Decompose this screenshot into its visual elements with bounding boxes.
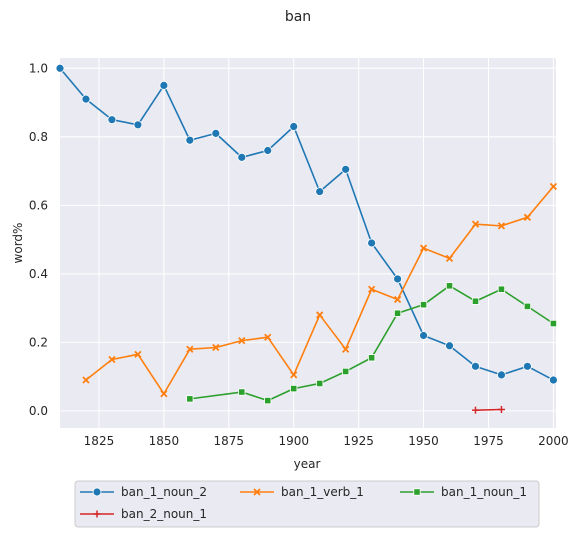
y-tick-label: 1.0 [29, 61, 48, 75]
data-point-ban_1_noun_2 [237, 152, 247, 162]
data-point-ban_1_verb_1 [445, 254, 454, 263]
data-point-ban_1_verb_1 [108, 355, 116, 364]
data-point-ban_1_noun_2 [419, 331, 428, 340]
y-tick-label: 0.2 [29, 335, 48, 349]
y-tick-label: 0.4 [29, 267, 48, 281]
data-point-ban_1_noun_1 [264, 396, 272, 405]
data-point-ban_1_noun_2 [367, 238, 377, 248]
data-point-ban_1_noun_1 [290, 385, 298, 393]
y-tick-label: 0.6 [29, 198, 48, 212]
legend-label: ban_1_verb_1 [281, 485, 364, 499]
data-point-ban_1_verb_1 [82, 376, 90, 384]
x-tick-label: 2000 [538, 434, 569, 448]
data-point-ban_1_noun_1 [342, 367, 350, 376]
series-line-ban_2_noun_1 [475, 408, 502, 411]
legend-marker-ban_2_noun_1 [93, 510, 101, 518]
data-point-ban_1_noun_2 [341, 164, 351, 174]
data-point-ban_1_noun_1 [549, 319, 558, 328]
data-point-ban_1_verb_1 [471, 220, 480, 228]
y-axis-label: word% [11, 223, 25, 264]
y-tick-label: 0.0 [29, 404, 48, 418]
x-axis-label: year [294, 457, 321, 471]
x-tick-label: 1900 [278, 434, 309, 448]
data-point-ban_2_noun_1 [471, 406, 479, 414]
x-tick-label: 1825 [84, 434, 115, 448]
data-point-ban_1_noun_2 [549, 375, 558, 385]
series-line-ban_1_noun_2 [59, 67, 554, 381]
grid-lines [60, 58, 556, 428]
data-point-ban_1_noun_2 [185, 135, 195, 145]
x-tick-label: 1975 [473, 434, 504, 448]
data-point-ban_1_noun_2 [471, 361, 480, 371]
data-point-ban_1_noun_2 [523, 361, 532, 371]
data-point-ban_1_verb_1 [342, 345, 350, 353]
data-point-ban_1_noun_1 [419, 301, 428, 309]
series-line-ban_1_noun_1 [189, 285, 554, 402]
x-tick-label: 1850 [149, 434, 180, 448]
x-tick-label: 1925 [343, 434, 374, 448]
legend-marker-ban_1_noun_1 [413, 488, 421, 496]
data-point-ban_1_verb_1 [549, 182, 558, 191]
data-point-ban_1_noun_2 [133, 120, 143, 130]
data-point-ban_1_verb_1 [393, 295, 402, 304]
data-point-ban_1_verb_1 [134, 350, 142, 358]
legend-label: ban_1_noun_1 [441, 485, 527, 499]
data-point-ban_1_verb_1 [238, 337, 246, 345]
data-point-ban_1_noun_2 [263, 146, 273, 155]
data-point-ban_2_noun_1 [497, 406, 505, 413]
plot-area [60, 58, 556, 428]
data-point-ban_1_noun_2 [159, 81, 169, 90]
legend: ban_1_noun_2 ban_1_verb_1 ban_1_noun_1 ban_… [74, 480, 540, 528]
data-point-ban_1_verb_1 [419, 244, 428, 252]
data-point-ban_1_verb_1 [212, 343, 220, 352]
data-point-ban_1_noun_2 [445, 341, 454, 351]
data-point-ban_1_verb_1 [160, 390, 168, 398]
data-point-ban_1_noun_2 [315, 187, 325, 197]
data-point-ban_1_noun_1 [186, 395, 194, 403]
data-point-ban_1_verb_1 [523, 213, 532, 221]
data-point-ban_1_noun_2 [393, 274, 402, 284]
data-point-ban_1_verb_1 [497, 222, 506, 230]
x-tick-label: 1950 [408, 434, 439, 448]
data-point-ban_1_noun_1 [238, 388, 246, 396]
legend-label: ban_1_noun_2 [121, 485, 207, 499]
series-markers [55, 63, 558, 414]
data-point-ban_1_noun_1 [523, 302, 532, 310]
data-point-ban_1_noun_2 [289, 122, 299, 131]
legend-marker-ban_1_verb_1 [253, 488, 261, 496]
chart-title: ban [285, 9, 311, 25]
data-point-ban_1_noun_1 [471, 297, 480, 305]
data-point-ban_1_noun_2 [81, 94, 91, 104]
data-point-ban_1_noun_1 [316, 379, 324, 388]
legend-label: ban_2_noun_1 [121, 507, 207, 521]
data-point-ban_1_verb_1 [316, 311, 324, 319]
data-point-ban_1_verb_1 [264, 333, 272, 341]
data-point-ban_1_noun_2 [211, 128, 221, 138]
data-point-ban_1_noun_1 [368, 354, 376, 362]
data-point-ban_1_noun_2 [107, 115, 117, 125]
data-point-ban_1_noun_1 [393, 309, 402, 317]
data-point-ban_1_noun_2 [55, 63, 65, 73]
y-axis-ticks: 0.0 0.2 0.4 0.6 0.8 1.0 [29, 61, 48, 418]
data-point-ban_1_verb_1 [367, 285, 376, 293]
y-tick-label: 0.8 [29, 130, 48, 144]
x-axis-ticks: 1825 1850 1875 1900 1925 1950 1975 2000 [84, 434, 569, 448]
data-point-ban_1_noun_1 [445, 282, 454, 290]
data-point-ban_1_verb_1 [290, 371, 298, 379]
legend-marker-ban_1_noun_2 [92, 487, 102, 497]
data-point-ban_1_noun_2 [497, 370, 506, 380]
data-point-ban_1_noun_1 [497, 285, 506, 293]
data-point-ban_1_verb_1 [186, 345, 194, 353]
x-tick-label: 1875 [214, 434, 245, 448]
